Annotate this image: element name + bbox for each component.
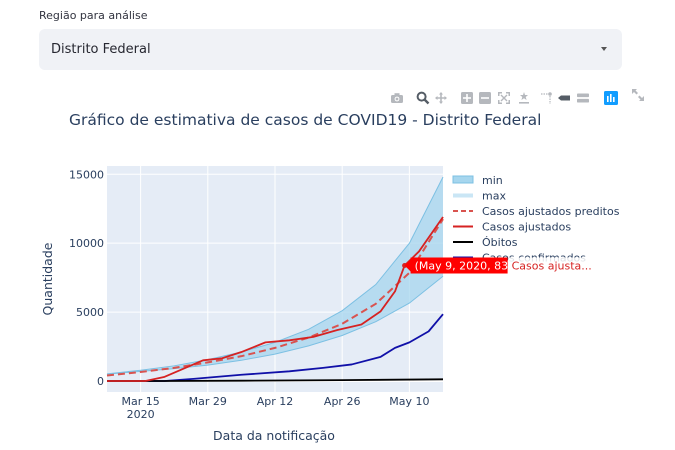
chart-legend: min max Casos ajustados preditos Casos ajus… <box>452 174 620 265</box>
zoom-in-icon[interactable] <box>460 91 474 105</box>
hover-box <box>404 257 508 274</box>
legend-label: min <box>482 174 503 187</box>
series-confirmed-line[interactable] <box>107 313 444 382</box>
series-adjusted-line[interactable] <box>107 216 444 382</box>
legend-item[interactable]: Casos ajustados <box>453 221 571 234</box>
y-tick-label: 0 <box>97 375 104 388</box>
hover-series-box <box>508 257 587 274</box>
chevron-down-icon[interactable] <box>601 47 607 51</box>
legend-item[interactable]: Óbitos <box>453 236 518 249</box>
hover-closest-icon[interactable] <box>557 91 571 105</box>
hover-tooltip: (May 9, 2020, 8380)Casos ajusta... <box>402 257 592 274</box>
x-tick-label: Mar 15 <box>121 395 159 408</box>
plotly-logo-icon[interactable] <box>604 91 618 105</box>
region-select-value: Distrito Federal <box>51 42 151 57</box>
fullscreen-icon[interactable] <box>631 88 645 102</box>
series-predicted-line[interactable] <box>106 218 444 377</box>
hover-series-label: Casos ajusta... <box>512 259 592 272</box>
zoom-icon[interactable] <box>416 91 430 105</box>
legend-item[interactable]: max <box>453 190 506 203</box>
legend-swatch <box>453 193 473 198</box>
y-tick-label: 5000 <box>76 306 104 319</box>
camera-icon[interactable] <box>390 91 404 105</box>
region-select[interactable]: Distrito Federal <box>39 29 622 70</box>
hover-compare-icon[interactable] <box>576 91 590 105</box>
chart-title: Gráfico de estimativa de casos de COVID1… <box>69 111 542 129</box>
legend-item[interactable]: Casos ajustados preditos <box>453 205 620 218</box>
legend-label: Casos ajustados <box>482 221 571 234</box>
zoom-out-icon[interactable] <box>478 91 492 105</box>
legend-label: max <box>482 190 506 203</box>
legend-label: Óbitos <box>482 236 518 249</box>
legend-item[interactable]: min <box>452 174 503 187</box>
x-tick-label: Mar 29 <box>189 395 227 408</box>
hover-value-label: (May 9, 2020, 8380) <box>415 259 527 272</box>
x-axis-title: Data da notificação <box>213 428 335 443</box>
x-tick-label: Apr 12 <box>257 395 294 408</box>
pan-icon[interactable] <box>434 91 448 105</box>
spike-lines-icon[interactable] <box>539 91 553 105</box>
x-tick-year: 2020 <box>127 408 155 421</box>
legend-swatch <box>452 175 474 184</box>
autoscale-icon[interactable] <box>497 91 511 105</box>
y-tick-label: 15000 <box>69 168 104 181</box>
y-axis-title: Quantidade <box>40 242 55 315</box>
x-tick-label: May 10 <box>389 395 429 408</box>
x-tick-label: Apr 26 <box>324 395 361 408</box>
reset-axes-icon[interactable] <box>517 91 531 105</box>
legend-label: Casos ajustados preditos <box>482 205 620 218</box>
y-tick-label: 10000 <box>69 237 104 250</box>
region-select-label: Região para análise <box>39 9 148 22</box>
